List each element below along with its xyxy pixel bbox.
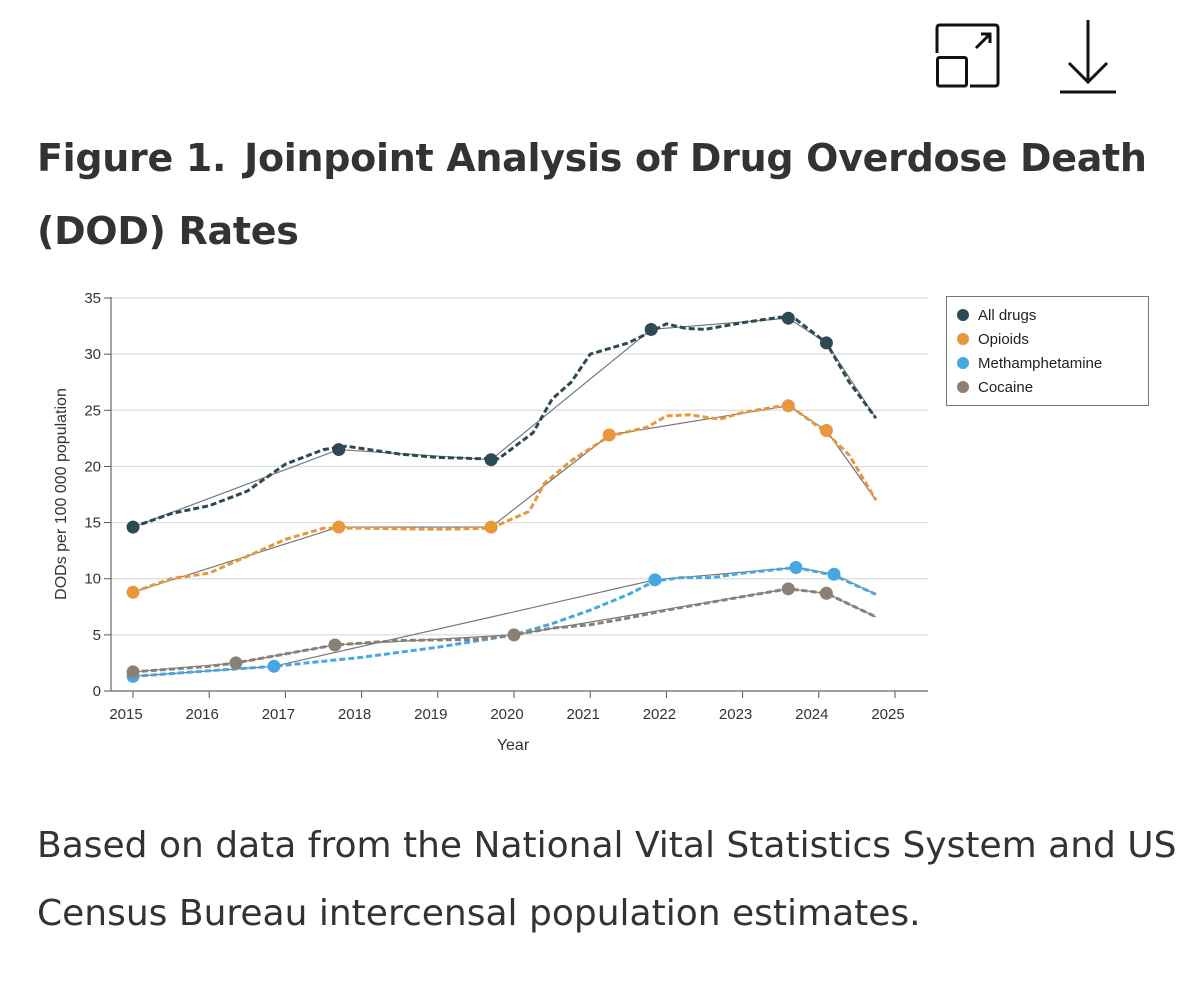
joinpoint-marker-all-drugs <box>484 453 498 467</box>
legend-marker-methamphetamine <box>957 357 969 369</box>
x-tick-label: 2023 <box>719 706 752 723</box>
figure-caption: Based on data from the National Vital St… <box>37 825 1177 934</box>
joinpoint-marker-methamphetamine <box>648 573 662 587</box>
joinpoint-marker-cocaine <box>819 586 833 600</box>
y-tick-label: 35 <box>84 290 101 307</box>
x-tick-label: 2016 <box>186 706 219 723</box>
joinpoint-marker-opioids <box>126 585 140 599</box>
expand-icon[interactable] <box>930 18 1006 94</box>
joinpoint-marker-cocaine <box>781 582 795 596</box>
figure-title-text: Joinpoint Analysis of Drug Overdose Deat… <box>37 136 1147 253</box>
observed-line-opioids <box>132 403 878 594</box>
y-tick-label: 20 <box>84 458 101 475</box>
joinpoint-marker-all-drugs <box>644 322 658 336</box>
x-tick-label: 2024 <box>795 706 828 723</box>
y-tick-label: 25 <box>84 402 101 419</box>
x-tick-label: 2025 <box>871 706 904 723</box>
y-tick-label: 0 <box>93 683 101 700</box>
joinpoint-marker-opioids <box>484 520 498 534</box>
legend-label-opioids: Opioids <box>978 331 1029 348</box>
joinpoint-marker-cocaine <box>507 628 521 642</box>
legend-marker-cocaine <box>957 381 969 393</box>
x-tick-label: 2021 <box>567 706 600 723</box>
fitted-line-all-drugs <box>132 317 877 528</box>
legend-marker-all-drugs <box>957 309 969 321</box>
joinpoint-marker-all-drugs <box>781 311 795 325</box>
joinpoint-marker-all-drugs <box>819 336 833 350</box>
joinpoint-marker-cocaine <box>229 656 243 670</box>
legend-label-all-drugs: All drugs <box>978 307 1036 324</box>
x-tick-label: 2015 <box>109 706 142 723</box>
joinpoint-marker-opioids <box>332 520 346 534</box>
y-tick-label: 10 <box>84 571 101 588</box>
joinpoint-marker-cocaine <box>328 638 342 652</box>
legend-label-methamphetamine: Methamphetamine <box>978 355 1102 372</box>
y-axis-label: DODs per 100 000 population <box>53 388 70 600</box>
x-tick-label: 2022 <box>643 706 676 723</box>
download-icon[interactable] <box>1056 18 1120 98</box>
joinpoint-marker-methamphetamine <box>827 567 841 581</box>
joinpoint-marker-opioids <box>819 423 833 437</box>
legend-marker-opioids <box>957 333 969 345</box>
fitted-line-cocaine <box>132 588 877 673</box>
observed-line-all-drugs <box>132 315 878 529</box>
fitted-line-opioids <box>132 405 877 593</box>
joinpoint-marker-all-drugs <box>126 520 140 534</box>
legend-box <box>946 296 1149 406</box>
x-tick-label: 2020 <box>490 706 523 723</box>
joinpoint-marker-all-drugs <box>332 443 346 457</box>
joinpoint-marker-cocaine <box>126 665 140 679</box>
x-axis-label: Year <box>497 737 530 754</box>
figure-label: Figure 1. <box>37 136 227 180</box>
observed-line-cocaine <box>132 587 877 674</box>
joinpoint-marker-methamphetamine <box>267 659 281 673</box>
joinpoint-marker-methamphetamine <box>789 560 803 574</box>
y-tick-label: 5 <box>93 627 101 644</box>
y-tick-label: 15 <box>84 515 101 532</box>
observed-line-methamphetamine <box>132 565 877 678</box>
y-tick-label: 30 <box>84 346 101 363</box>
joinpoint-marker-opioids <box>602 428 616 442</box>
x-tick-label: 2019 <box>414 706 447 723</box>
x-tick-label: 2018 <box>338 706 371 723</box>
joinpoint-marker-opioids <box>781 399 795 413</box>
figure-title: Figure 1. Joinpoint Analysis of Drug Over… <box>37 122 1157 268</box>
x-tick-label: 2017 <box>262 706 295 723</box>
legend-label-cocaine: Cocaine <box>978 379 1033 396</box>
